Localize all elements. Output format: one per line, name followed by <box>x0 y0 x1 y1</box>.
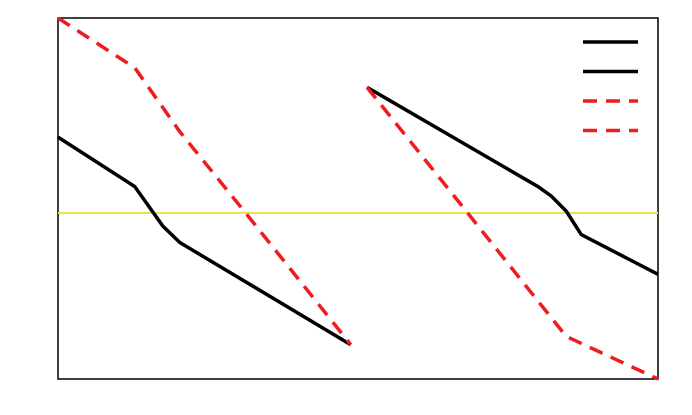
legend <box>583 40 638 133</box>
series-1-line-segment-2 <box>366 85 659 276</box>
plot-frame <box>57 17 659 380</box>
series-2-line-segment-2 <box>365 86 659 381</box>
series-1-line-segment-1 <box>57 135 352 347</box>
series-layer <box>57 16 659 381</box>
series-2-line-segment-1 <box>57 16 353 346</box>
